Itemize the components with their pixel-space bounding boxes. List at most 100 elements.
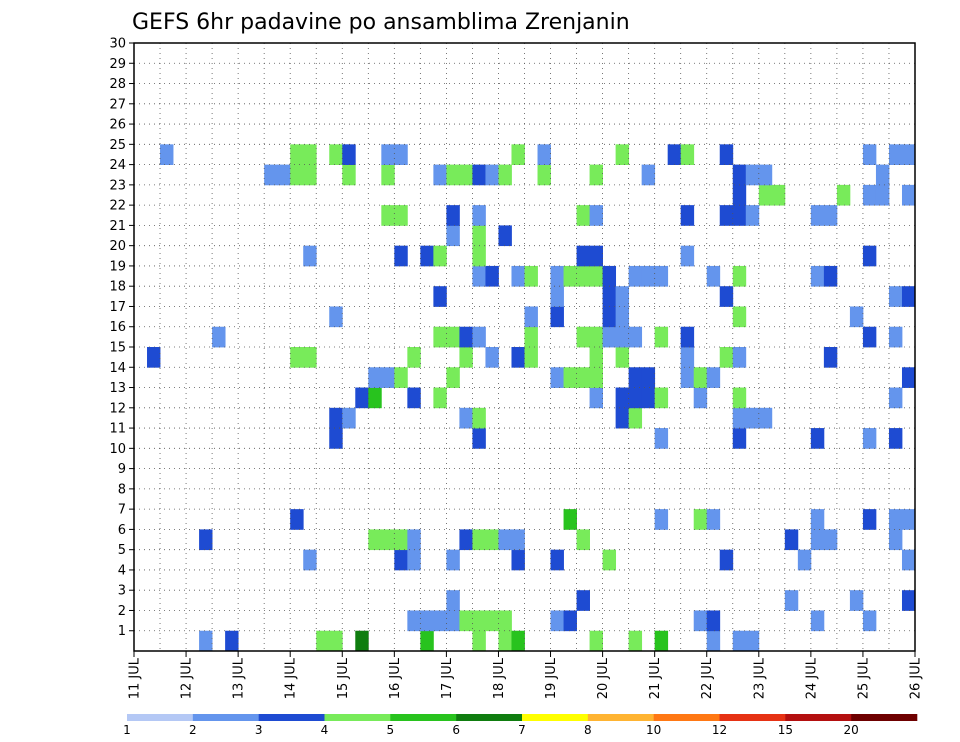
heatmap-cell: [732, 407, 747, 429]
heatmap-cell: [641, 265, 656, 287]
heatmap-cell: [472, 225, 486, 247]
heatmap-cell: [719, 347, 734, 368]
heatmap-cell: [407, 610, 421, 632]
heatmap-cell: [680, 245, 695, 267]
x-tick-label: 18 JUL: [492, 657, 507, 699]
y-tick-label: 21: [109, 219, 126, 234]
heatmap-cell: [849, 306, 864, 328]
heatmap-cell: [823, 265, 838, 287]
heatmap-cell: [888, 509, 903, 530]
y-tick-label: 29: [109, 57, 126, 72]
heatmap-cell: [290, 164, 304, 186]
y-tick-label: 28: [109, 77, 126, 92]
heatmap-cell: [407, 387, 421, 409]
heatmap-cell: [394, 367, 408, 388]
heatmap-cell: [732, 630, 747, 652]
heatmap-cell: [381, 164, 395, 186]
heatmap-cell: [576, 529, 590, 551]
heatmap-cell: [732, 164, 747, 186]
heatmap-cell: [719, 205, 734, 226]
heatmap-cell: [446, 164, 460, 186]
x-tick-label: 12 JUL: [180, 657, 195, 699]
heatmap-cell: [719, 144, 734, 165]
heatmap-cell: [160, 144, 174, 165]
heatmap-cell: [888, 326, 903, 348]
heatmap-cell: [784, 590, 799, 611]
y-tick-label: 25: [109, 138, 126, 153]
y-axis: 1234567891011121314151617181920212223242…: [109, 37, 134, 639]
heatmap-cell: [212, 326, 226, 348]
heatmap-cell: [706, 509, 721, 530]
heatmap-cell: [524, 347, 538, 368]
legend-label: 20: [844, 723, 859, 737]
heatmap-cell: [576, 265, 590, 287]
x-tick-label: 25 JUL: [856, 657, 871, 699]
heatmap-cell: [901, 286, 916, 307]
x-tick-label: 24 JUL: [804, 657, 819, 699]
heatmap-cell: [667, 144, 682, 165]
heatmap-cell: [550, 367, 564, 388]
heatmap-cell: [147, 347, 161, 368]
heatmap-cell: [446, 326, 460, 348]
heatmap-cell: [433, 164, 447, 186]
heatmap-cell: [303, 549, 317, 571]
heatmap-cell: [485, 164, 499, 186]
heatmap-cell: [550, 610, 564, 632]
heatmap-cell: [459, 347, 473, 368]
heatmap-cell: [589, 367, 603, 388]
heatmap-cell: [381, 144, 395, 165]
heatmap-cell: [394, 245, 408, 267]
heatmap-cell: [862, 184, 877, 206]
heatmap-cell: [277, 164, 291, 186]
heatmap-cell: [550, 306, 564, 328]
heatmap-cell: [784, 529, 799, 551]
heatmap-cell: [355, 387, 369, 409]
heatmap-cell: [823, 347, 838, 368]
heatmap-cell: [810, 610, 825, 632]
heatmap-cell: [589, 205, 603, 226]
heatmap-cell: [654, 387, 669, 409]
heatmap-cell: [901, 590, 916, 611]
heatmap-cell: [823, 529, 838, 551]
heatmap-cell: [628, 326, 643, 348]
heatmap-cell: [394, 529, 408, 551]
heatmap-cell: [680, 144, 695, 165]
heatmap-cell: [472, 407, 486, 429]
heatmap-cell: [888, 286, 903, 307]
x-tick-label: 19 JUL: [544, 657, 559, 699]
heatmap-cell: [472, 630, 486, 652]
heatmap-cell: [433, 610, 447, 632]
heatmap-cell: [459, 326, 473, 348]
heatmap-cell: [446, 367, 460, 388]
heatmap-cell: [407, 529, 421, 551]
heatmap-cell: [433, 245, 447, 267]
heatmap-cell: [342, 407, 356, 429]
heatmap-cell: [290, 144, 304, 165]
heatmap-cell: [628, 407, 643, 429]
heatmap-cell: [654, 630, 669, 652]
heatmap-cell: [498, 529, 512, 551]
heatmap-cell: [680, 205, 695, 226]
heatmap-cell: [654, 428, 669, 449]
y-tick-label: 2: [118, 604, 126, 619]
heatmap-cell: [303, 347, 317, 368]
y-tick-label: 20: [109, 239, 126, 254]
heatmap-cell: [329, 630, 343, 652]
heatmap-cell: [602, 549, 617, 571]
heatmap-cell: [511, 549, 525, 571]
legend-label: 8: [584, 723, 592, 737]
heatmap-cell: [537, 164, 551, 186]
heatmap-cell: [472, 428, 486, 449]
heatmap-cell: [329, 407, 343, 429]
heatmap-cell: [472, 265, 486, 287]
heatmap-cell: [420, 610, 434, 632]
y-tick-label: 10: [109, 442, 126, 457]
heatmap-cell: [485, 347, 499, 368]
heatmap-cell: [823, 205, 838, 226]
y-tick-label: 7: [118, 503, 126, 518]
heatmap-cell: [641, 367, 656, 388]
heatmap-cell: [368, 367, 382, 388]
heatmap-cell: [368, 387, 382, 409]
heatmap-cell: [199, 630, 213, 652]
